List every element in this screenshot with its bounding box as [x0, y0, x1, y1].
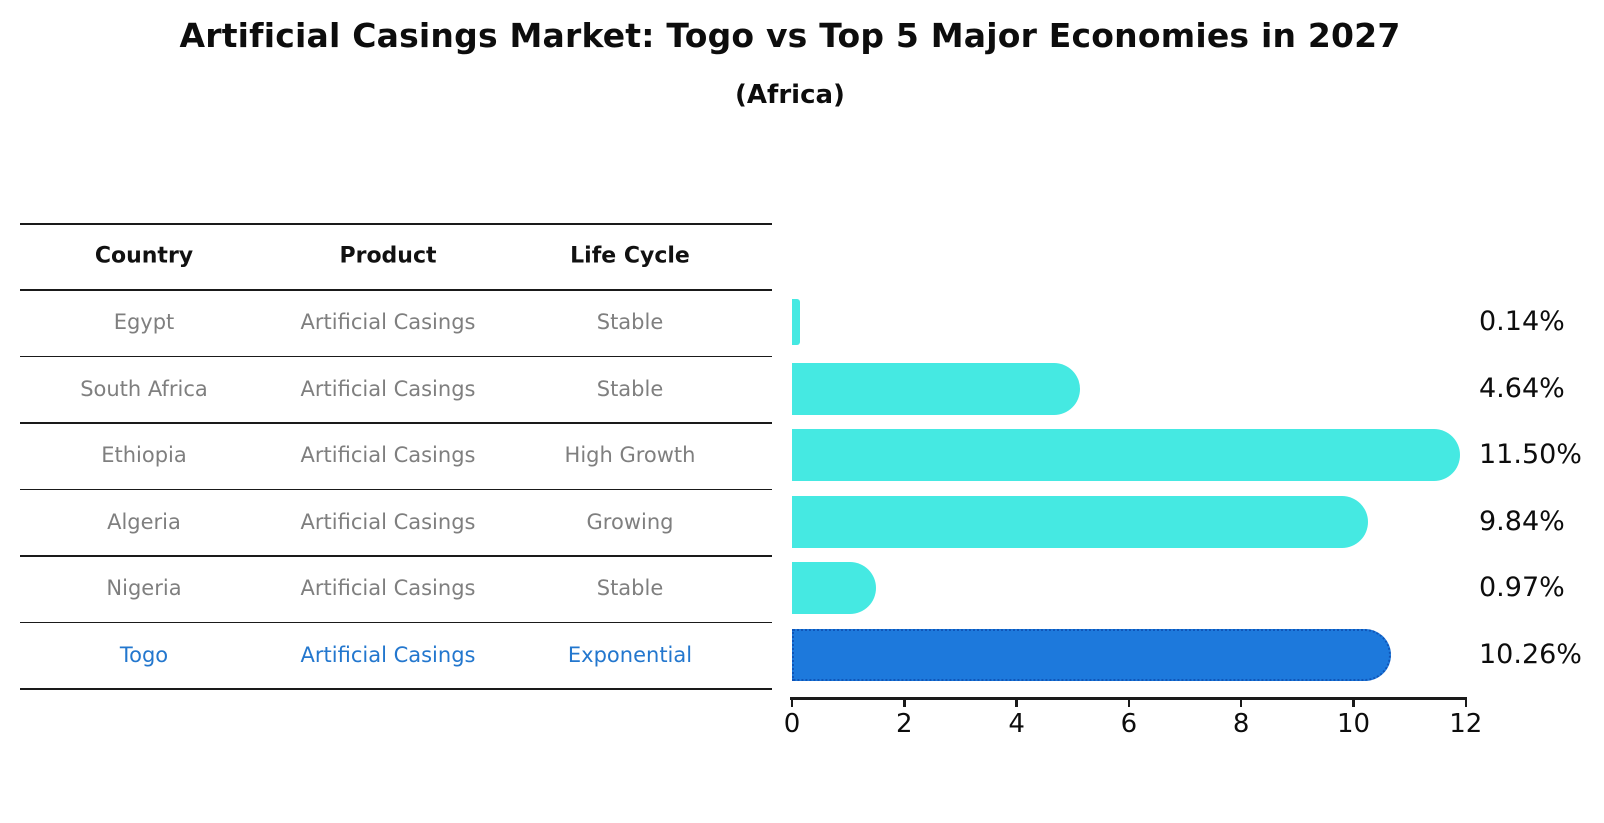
column-header-country: Country: [94, 243, 194, 269]
x-axis-tick-label: 12: [1449, 709, 1483, 739]
table-cell-country: Algeria: [107, 509, 181, 534]
table-cell-lifecycle: Stable: [596, 310, 664, 335]
table-cell-product: Artificial Casings: [300, 310, 476, 335]
column-header-lifecycle: Life Cycle: [570, 243, 690, 269]
bar-ethiopia: [792, 429, 1461, 482]
value-label-south-africa: 4.64%: [1479, 372, 1565, 404]
x-axis-tick-label: 8: [1232, 709, 1250, 739]
x-axis-tick: [790, 697, 794, 707]
x-axis-tick-label: 10: [1336, 709, 1371, 739]
table-header-rule: [20, 289, 772, 291]
row-separator-rule: [20, 422, 772, 424]
x-axis-tick-label: 6: [1120, 709, 1138, 739]
row-separator-rule: [20, 621, 772, 623]
value-label-egypt: 0.14%: [1479, 306, 1565, 338]
x-axis-tick: [1127, 697, 1131, 707]
table-cell-country: Togo: [119, 642, 169, 667]
bar-egypt: [792, 299, 800, 346]
x-axis-tick: [1464, 697, 1468, 707]
value-label-nigeria: 0.97%: [1479, 572, 1565, 604]
bar-algeria: [792, 495, 1369, 548]
chart-subtitle: (Africa): [735, 80, 845, 110]
table-cell-country: Egypt: [113, 310, 175, 335]
table-cell-country: Ethiopia: [101, 443, 187, 468]
bar-south-africa: [792, 362, 1080, 415]
row-separator-rule: [20, 488, 772, 490]
x-axis-tick-label: 4: [1008, 709, 1025, 739]
table-cell-country: South Africa: [80, 376, 208, 401]
table-cell-product: Artificial Casings: [300, 376, 476, 401]
row-separator-rule: [20, 688, 772, 690]
table-cell-product: Artificial Casings: [300, 509, 476, 534]
table-cell-lifecycle: Growing: [586, 509, 674, 534]
table-cell-lifecycle: Exponential: [567, 642, 693, 667]
value-label-algeria: 9.84%: [1479, 505, 1565, 537]
table-cell-product: Artificial Casings: [300, 443, 476, 468]
table-cell-lifecycle: Stable: [596, 576, 664, 601]
table-top-rule: [20, 223, 772, 225]
table-cell-product: Artificial Casings: [300, 576, 476, 601]
x-axis-tick-label: 2: [896, 709, 913, 739]
row-separator-rule: [20, 555, 772, 557]
x-axis-tick: [903, 697, 906, 707]
table-cell-product: Artificial Casings: [300, 642, 476, 667]
value-label-togo: 10.26%: [1479, 638, 1582, 670]
x-axis-tick-label: 0: [783, 709, 801, 739]
value-label-ethiopia: 11.50%: [1479, 439, 1582, 471]
bar-nigeria: [792, 562, 876, 615]
x-axis-tick: [1015, 697, 1018, 707]
chart-title: Artificial Casings Market: Togo vs Top 5…: [179, 16, 1401, 55]
column-header-product: Product: [339, 243, 437, 269]
row-separator-rule: [20, 355, 772, 357]
table-cell-country: Nigeria: [106, 576, 182, 601]
x-axis-tick: [1352, 697, 1355, 707]
bar-togo: [792, 628, 1392, 681]
table-cell-lifecycle: Stable: [596, 376, 664, 401]
x-axis-tick: [1239, 697, 1243, 707]
table-cell-lifecycle: High Growth: [564, 443, 696, 468]
